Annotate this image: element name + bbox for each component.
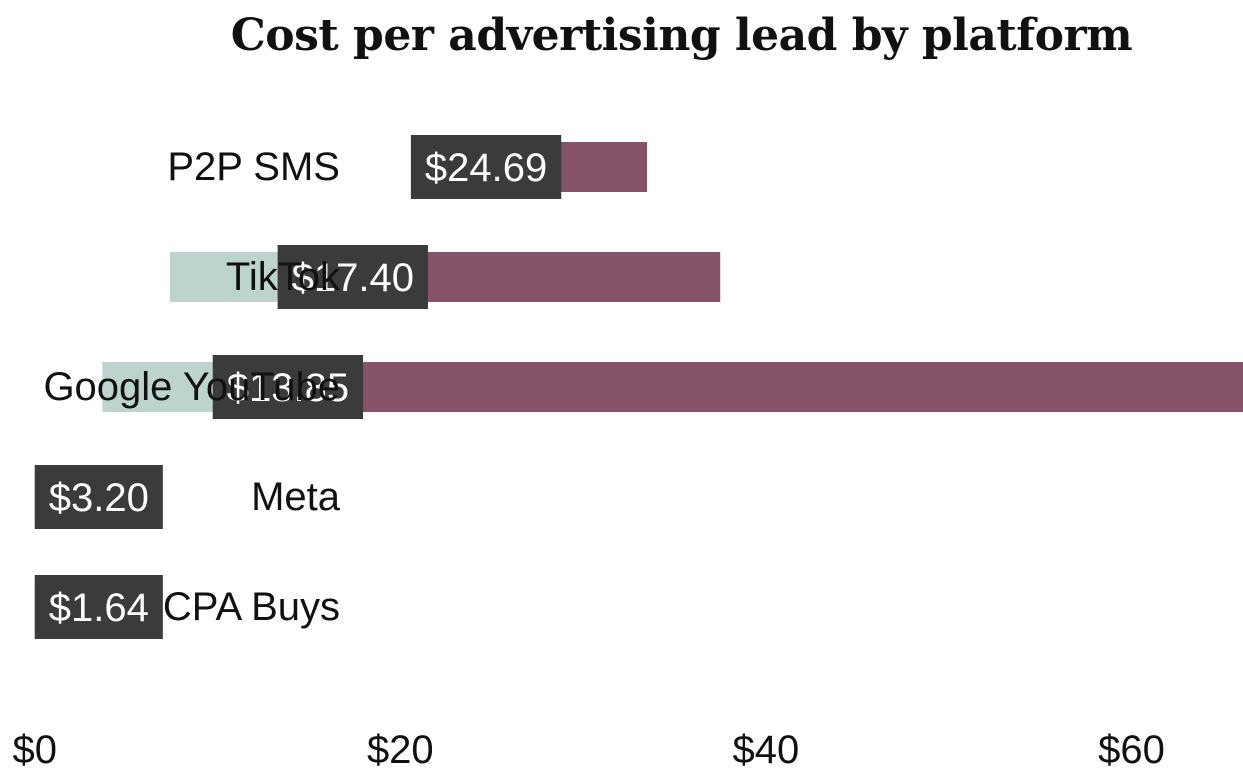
value-box-p2p-sms bbox=[410, 135, 562, 199]
value-box-tiktok bbox=[277, 245, 428, 309]
x-axis-ticks: $0 $20 $40 $60 bbox=[12, 728, 1164, 772]
category-label-p2p-sms: P2P SMS bbox=[167, 145, 340, 189]
value-label-meta: $3.20 bbox=[49, 476, 149, 520]
category-label-tiktok: TikTok bbox=[226, 255, 341, 299]
x-tick-label-40: $40 bbox=[733, 728, 800, 772]
upper-range-bar-google-youtube bbox=[361, 362, 1243, 412]
value-box-cpa-buys bbox=[34, 575, 163, 639]
value-box-meta bbox=[34, 465, 163, 529]
bars-layer: $24.69 $17.40 $13.85 $3.20 $1.64 bbox=[34, 135, 1243, 639]
x-tick-label-60: $60 bbox=[1098, 728, 1165, 772]
category-label-google-youtube: Google YouTube bbox=[43, 365, 340, 409]
lower-range-bar-google-youtube bbox=[102, 362, 215, 412]
value-box-google-youtube bbox=[212, 355, 364, 419]
category-labels: P2P SMS TikTok Google YouTube Meta CPA Buys bbox=[43, 145, 341, 629]
x-tick-label-0: $0 bbox=[12, 728, 57, 772]
upper-range-bar-tiktok bbox=[425, 252, 721, 302]
x-tick-label-20: $20 bbox=[367, 728, 434, 772]
category-label-cpa-buys: CPA Buys bbox=[163, 585, 340, 629]
chart-title: Cost per advertising lead by platform bbox=[230, 9, 1133, 61]
upper-range-bar-p2p-sms bbox=[559, 142, 648, 192]
value-label-tiktok: $17.40 bbox=[292, 256, 414, 300]
value-label-google-youtube: $13.85 bbox=[227, 366, 349, 410]
value-label-cpa-buys: $1.64 bbox=[49, 586, 149, 630]
lower-range-bar-tiktok bbox=[169, 252, 280, 302]
value-label-p2p-sms: $24.69 bbox=[425, 146, 547, 190]
category-label-meta: Meta bbox=[251, 475, 341, 519]
